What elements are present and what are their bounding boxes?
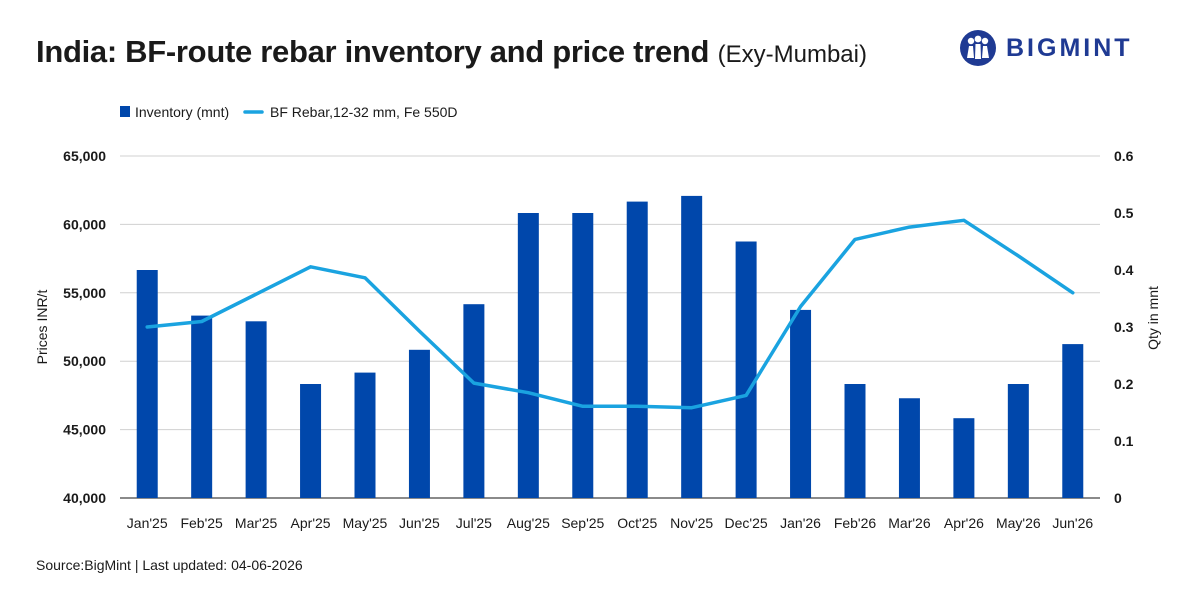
- legend-line-label: BF Rebar,12-32 mm, Fe 550D: [270, 104, 458, 120]
- x-tick-label: Apr'25: [291, 515, 331, 531]
- legend: Inventory (mnt) BF Rebar,12-32 mm, Fe 550…: [120, 104, 458, 120]
- x-tick-label: Sep'25: [561, 515, 604, 531]
- y-left-tick-label: 65,000: [63, 148, 106, 164]
- inventory-bar: [953, 418, 975, 498]
- x-tick-label: Nov'25: [670, 515, 713, 531]
- y-right-tick-label: 0.4: [1114, 262, 1134, 278]
- inventory-bar: [300, 384, 322, 498]
- x-tick-label: Jun'25: [399, 515, 440, 531]
- bars: [136, 195, 1084, 498]
- y-left-tick-label: 60,000: [63, 216, 106, 232]
- grid-lines: [120, 155, 1100, 499]
- y-left-tick-label: 45,000: [63, 422, 106, 438]
- x-tick-label: Feb'26: [834, 515, 877, 531]
- x-tick-label: Feb'25: [180, 515, 223, 531]
- y-right-tick-label: 0.2: [1114, 376, 1134, 392]
- x-tick-label: Jul'25: [456, 515, 492, 531]
- inventory-bar: [191, 315, 213, 498]
- x-tick-label: Oct'25: [617, 515, 657, 531]
- price-line: [145, 218, 1075, 410]
- chart-title: India: BF-route rebar inventory and pric…: [36, 34, 867, 70]
- bigmint-logo: BIGMINT: [958, 26, 1158, 70]
- price-line-path: [145, 218, 1075, 410]
- inventory-bar: [354, 372, 376, 498]
- x-tick-label: May'26: [996, 515, 1041, 531]
- y-right-tick-label: 0.3: [1114, 319, 1134, 335]
- y-right-tick-label: 0.1: [1114, 433, 1134, 449]
- legend-bar-label: Inventory (mnt): [135, 104, 229, 120]
- inventory-bar: [681, 195, 703, 498]
- y-left-tick-label: 50,000: [63, 353, 106, 369]
- x-tick-label: May'25: [343, 515, 388, 531]
- inventory-bar: [463, 304, 485, 498]
- title-main: India: BF-route rebar inventory and pric…: [36, 34, 710, 69]
- inventory-bar: [1062, 344, 1084, 498]
- x-tick-label: Jan'25: [127, 515, 168, 531]
- inventory-bar: [408, 349, 430, 498]
- y-left-axis-title: Prices INR/t: [34, 290, 50, 365]
- x-tick-label: Apr'26: [944, 515, 984, 531]
- logo-text: BIGMINT: [1006, 34, 1133, 62]
- title-subtitle: (Exy-Mumbai): [717, 41, 867, 68]
- x-tick-label: Dec'25: [725, 515, 768, 531]
- legend-bar-swatch: [120, 106, 130, 117]
- y-left-tick-label: 40,000: [63, 490, 106, 506]
- y-right-tick-label: 0: [1114, 490, 1122, 506]
- inventory-bar: [844, 384, 866, 498]
- y-left-tick-label: 55,000: [63, 285, 106, 301]
- axes: 40,000 45,000 50,000 55,000 60,000 65,000 0 0.1…: [34, 148, 1161, 531]
- x-tick-label: Mar'26: [888, 515, 931, 531]
- y-right-tick-label: 0.5: [1114, 205, 1134, 221]
- people-group-icon: [960, 30, 996, 66]
- y-right-axis-title: Qty in mnt: [1145, 286, 1161, 350]
- source-note: Source:BigMint | Last updated: 04-06-202…: [36, 557, 303, 573]
- inventory-bar: [626, 201, 648, 498]
- x-tick-label: Jun'26: [1052, 515, 1093, 531]
- inventory-bar: [136, 270, 158, 498]
- x-tick-label: Mar'25: [235, 515, 278, 531]
- inventory-bar: [572, 213, 594, 498]
- inventory-bar: [245, 321, 267, 498]
- inventory-bar: [898, 398, 920, 498]
- inventory-bar: [517, 213, 539, 498]
- x-tick-label: Jan'26: [780, 515, 821, 531]
- x-tick-label: Aug'25: [507, 515, 550, 531]
- y-right-tick-label: 0.6: [1114, 148, 1134, 164]
- inventory-bar: [735, 241, 757, 498]
- inventory-bar: [790, 309, 812, 498]
- inventory-bar: [1007, 384, 1029, 498]
